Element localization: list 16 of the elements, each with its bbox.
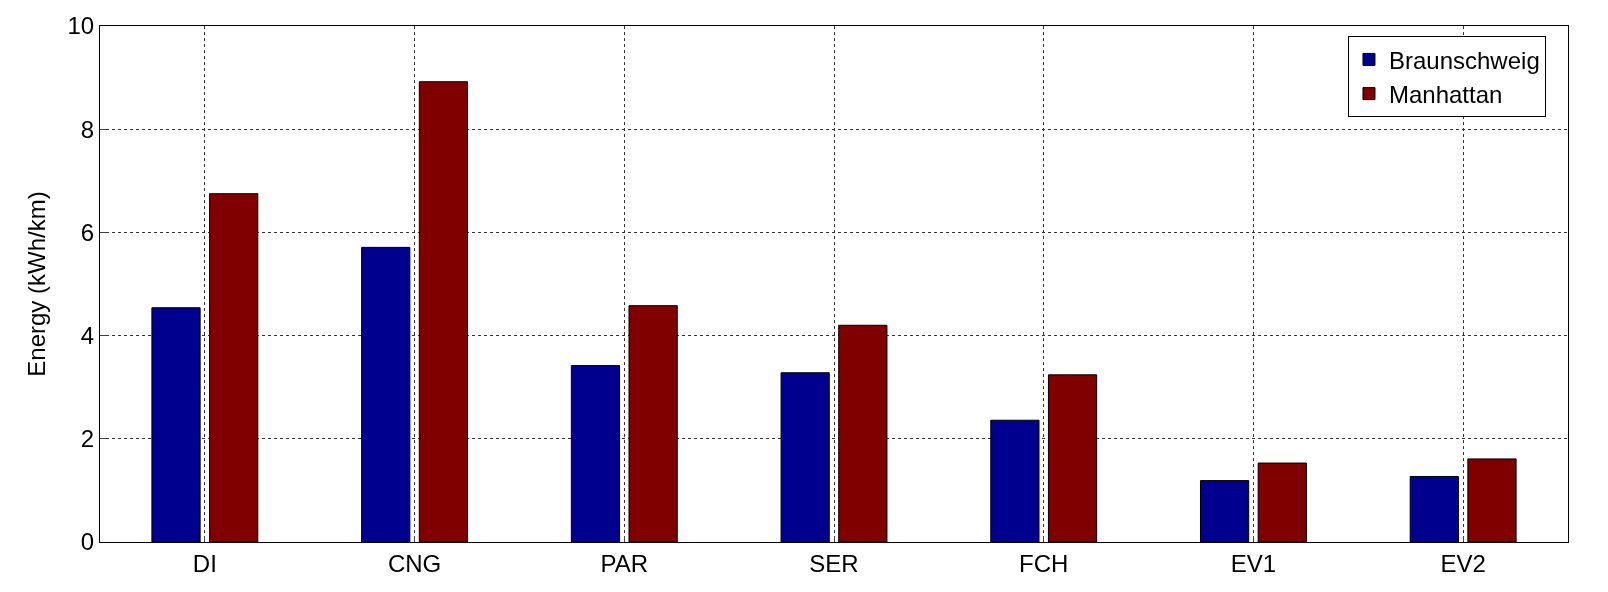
y-tick-label: 8 [80, 115, 95, 143]
x-tick-label: SER [809, 549, 859, 577]
x-tick-label: PAR [600, 549, 649, 577]
y-tick-label: 0 [80, 528, 95, 556]
y-tick-label: 10 [67, 12, 95, 40]
x-tick-label: DI [192, 549, 217, 577]
legend-label: Manhattan [1388, 80, 1503, 108]
x-tick-label: EV1 [1230, 549, 1277, 577]
y-tick-label: 2 [80, 425, 95, 453]
x-tick-label: FCH [1019, 549, 1069, 577]
y-axis-title: Energy (kWh/km) [22, 191, 50, 377]
legend-label: Braunschweig [1388, 46, 1540, 74]
y-tick-label: 6 [80, 218, 95, 246]
x-tick-label: EV2 [1440, 549, 1486, 577]
y-tick-label: 4 [80, 322, 95, 349]
x-tick-label: CNG [387, 549, 442, 577]
